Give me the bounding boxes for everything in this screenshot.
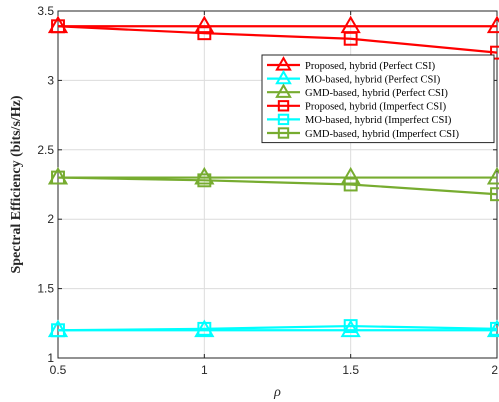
data-point bbox=[343, 31, 358, 46]
data-point bbox=[490, 321, 499, 336]
data-point bbox=[197, 321, 212, 336]
legend-entry: MO-based, hybrid (Perfect CSI) bbox=[267, 69, 441, 85]
data-point bbox=[340, 319, 361, 338]
data-point bbox=[197, 26, 212, 41]
legend-marker bbox=[277, 127, 290, 139]
legend-marker bbox=[275, 69, 292, 85]
legend-label: GMD-based, hybrid (Perfect CSI) bbox=[305, 88, 448, 99]
legend-marker bbox=[275, 83, 292, 98]
legend-label: MO-based, hybrid (Perfect CSI) bbox=[305, 74, 441, 85]
y-axis-title: Spectral Efficiency (bits/s/Hz) bbox=[9, 95, 24, 273]
data-point bbox=[343, 177, 358, 192]
legend: Proposed, hybrid (Perfect CSI) MO-based, … bbox=[261, 54, 495, 144]
data-point bbox=[194, 166, 215, 185]
series-3 bbox=[47, 166, 499, 185]
legend-entry: MO-based, hybrid (Imperfect CSI) bbox=[267, 113, 452, 126]
y-tick-label: 3 bbox=[47, 73, 54, 87]
series-5 bbox=[51, 319, 499, 338]
data-point bbox=[486, 15, 499, 34]
legend-marker bbox=[275, 56, 292, 71]
legend-box bbox=[261, 54, 495, 144]
series-4 bbox=[51, 19, 499, 60]
data-point bbox=[51, 170, 65, 185]
data-point bbox=[490, 187, 499, 202]
x-axis-title: ρ bbox=[273, 385, 281, 400]
x-tick-label: 0.5 bbox=[50, 363, 67, 377]
x-tick-label: 2 bbox=[491, 363, 498, 377]
data-point bbox=[490, 45, 499, 60]
series-line bbox=[57, 324, 498, 332]
series-6 bbox=[51, 170, 499, 202]
data-point bbox=[343, 319, 358, 334]
y-tick-label: 3.5 bbox=[37, 4, 54, 18]
legend-entry: Proposed, hybrid (Perfect CSI) bbox=[267, 56, 436, 72]
plot-area: 0.5 1 1.5 211.522.533.5 bbox=[37, 4, 499, 377]
data-point bbox=[486, 166, 499, 185]
data-point bbox=[51, 323, 65, 338]
series-line bbox=[57, 176, 498, 196]
legend-entry: Proposed, hybrid (Imperfect CSI) bbox=[267, 100, 447, 113]
legend-label: MO-based, hybrid (Imperfect CSI) bbox=[305, 115, 452, 126]
data-point bbox=[51, 19, 65, 34]
y-tick-label: 1 bbox=[47, 351, 54, 365]
data-point bbox=[197, 173, 212, 188]
y-tick-label: 1.5 bbox=[37, 282, 54, 296]
legend-marker bbox=[277, 113, 290, 126]
legend-entry: GMD-based, hybrid (Imperfect CSI) bbox=[267, 127, 459, 140]
x-tick-label: 1.5 bbox=[342, 363, 359, 377]
legend-marker bbox=[277, 100, 290, 112]
y-tick-label: 2.5 bbox=[37, 143, 54, 157]
legend-label: GMD-based, hybrid (Imperfect CSI) bbox=[305, 129, 459, 140]
legend-label: Proposed, hybrid (Imperfect CSI) bbox=[305, 102, 447, 113]
legend-entry: GMD-based, hybrid (Perfect CSI) bbox=[267, 83, 448, 99]
legend-label: Proposed, hybrid (Perfect CSI) bbox=[305, 61, 436, 72]
x-tick-label: 1 bbox=[201, 363, 208, 377]
series-line bbox=[57, 25, 498, 54]
y-tick-label: 2 bbox=[47, 212, 54, 226]
